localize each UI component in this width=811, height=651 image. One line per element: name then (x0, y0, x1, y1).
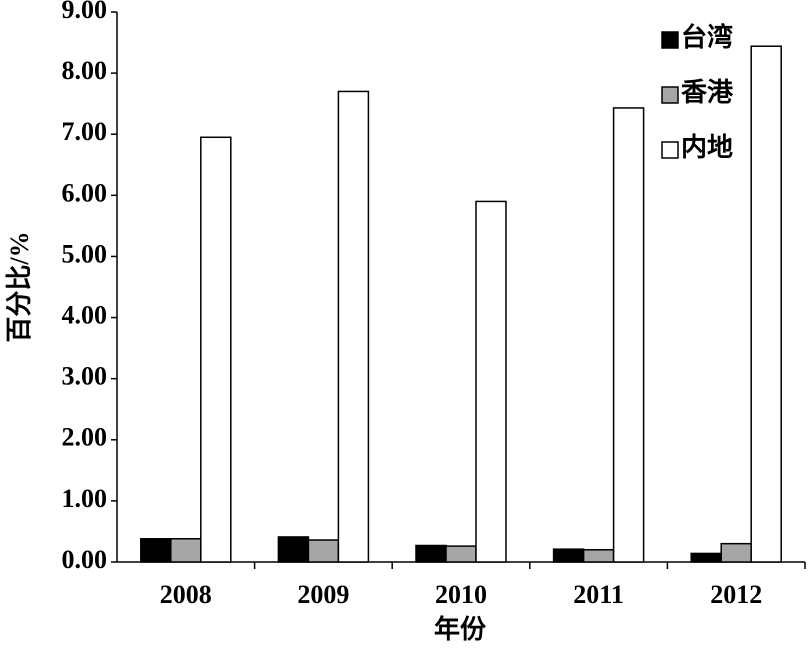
legend-label: 香港 (681, 78, 734, 107)
y-tick-label: 8.00 (62, 56, 108, 85)
y-tick-label: 3.00 (62, 362, 108, 391)
legend-swatch (661, 31, 679, 49)
bar (445, 545, 477, 563)
x-tick-label: 2008 (160, 580, 212, 609)
y-axis-label: 百分比/% (5, 231, 34, 342)
x-axis-label: 年份 (434, 614, 486, 644)
x-tick-label: 2009 (297, 580, 349, 609)
bar (690, 552, 722, 563)
legend-label: 台湾 (681, 22, 733, 52)
bar (552, 548, 585, 563)
bar (750, 45, 782, 563)
bar (307, 539, 340, 563)
legend-swatch (661, 86, 679, 104)
bar (612, 107, 645, 563)
y-tick-label: 1.00 (62, 484, 108, 513)
legend-label: 内地 (681, 133, 733, 162)
y-tick-label: 6.00 (62, 178, 108, 207)
y-tick-label: 5.00 (62, 239, 108, 268)
bar (415, 544, 447, 563)
x-tick-label: 2012 (710, 580, 762, 609)
y-tick-label: 2.00 (62, 423, 108, 452)
y-tick-label: 9.00 (62, 0, 108, 24)
bar (140, 538, 172, 563)
bar (170, 538, 202, 563)
bar (720, 542, 752, 563)
legend-swatch (661, 141, 679, 159)
y-tick-label: 4.00 (62, 301, 108, 330)
bar (277, 536, 310, 563)
y-tick-label: 0.00 (62, 545, 108, 574)
bar (337, 90, 370, 563)
bar (582, 549, 615, 563)
bar (200, 136, 232, 563)
bar (475, 200, 507, 563)
y-tick-label: 7.00 (62, 117, 108, 146)
x-tick-label: 2011 (573, 580, 624, 609)
x-tick-label: 2010 (435, 580, 487, 609)
